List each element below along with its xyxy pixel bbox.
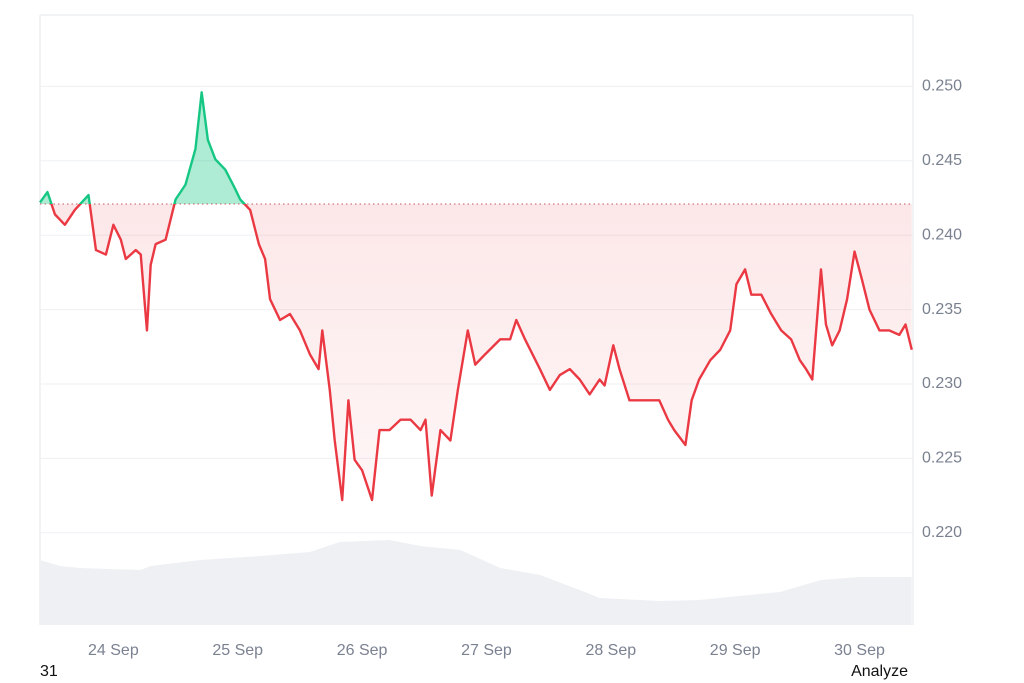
analyze-button[interactable]: Analyze — [851, 663, 908, 680]
footer-left: 31 — [40, 663, 58, 680]
x-tick-label: 28 Sep — [585, 642, 636, 659]
y-tick-label: 0.240 — [922, 226, 962, 243]
price-line — [39, 91, 913, 502]
x-tick-label: 27 Sep — [461, 642, 512, 659]
y-tick-label: 0.220 — [922, 524, 962, 541]
y-tick-label: 0.250 — [922, 78, 962, 95]
x-tick-label: 30 Sep — [834, 642, 885, 659]
y-tick-label: 0.230 — [922, 375, 962, 392]
price-area — [40, 92, 912, 501]
x-tick-label: 24 Sep — [88, 642, 139, 659]
y-tick-label: 0.225 — [922, 450, 962, 467]
volume-area — [40, 540, 912, 625]
y-tick-label: 0.245 — [922, 152, 962, 169]
x-tick-label: 25 Sep — [212, 642, 263, 659]
y-tick-label: 0.235 — [922, 301, 962, 318]
x-tick-label: 26 Sep — [337, 642, 388, 659]
x-tick-label: 29 Sep — [710, 642, 761, 659]
